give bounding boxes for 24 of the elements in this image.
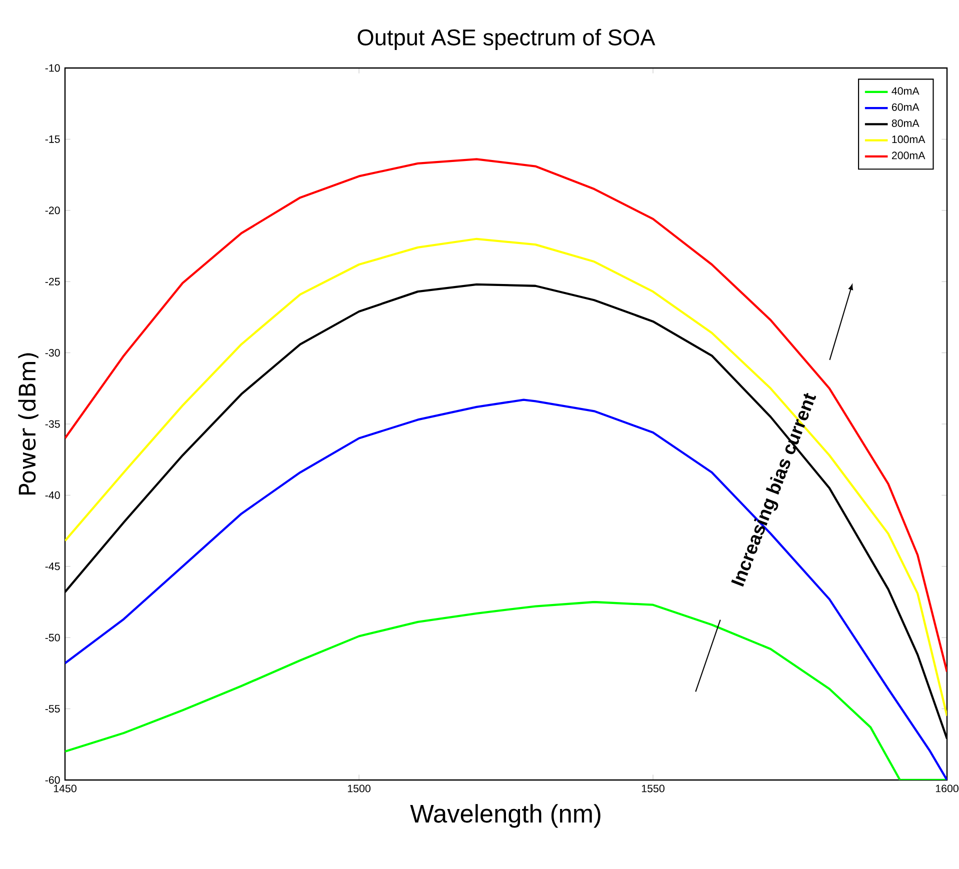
y-tick-label: -20 (45, 206, 60, 214)
line-series (65, 158, 948, 673)
y-tick-label: -35 (45, 420, 60, 428)
y-tick-label: -60 (45, 776, 60, 784)
y-tick-label: -55 (45, 705, 60, 713)
legend-label: 80mA (892, 119, 920, 127)
y-tick-label: -10 (45, 64, 60, 72)
x-tick-label: 1450 (54, 784, 76, 792)
x-tick-label: 1600 (936, 784, 958, 792)
legend-label: 40mA (892, 87, 920, 95)
y-tick-label: -50 (45, 634, 60, 642)
legend-label: 200mA (892, 152, 926, 160)
x-axis-title: Wavelength (nm) (410, 804, 600, 828)
chart-title: Output ASE spectrum of SOA (358, 28, 656, 50)
y-tick-label: -15 (45, 135, 60, 143)
y-axis-title: Power (dBm) (18, 353, 38, 495)
y-tick-label: -40 (45, 491, 60, 499)
y-tick-label: -25 (45, 278, 60, 286)
x-tick-label: 1500 (348, 784, 370, 792)
y-tick-label: -45 (45, 562, 60, 570)
x-tick-label: 1550 (642, 784, 664, 792)
y-tick-label: -30 (45, 349, 60, 357)
legend-label: 100mA (892, 136, 926, 144)
legend-label: 60mA (892, 103, 920, 111)
